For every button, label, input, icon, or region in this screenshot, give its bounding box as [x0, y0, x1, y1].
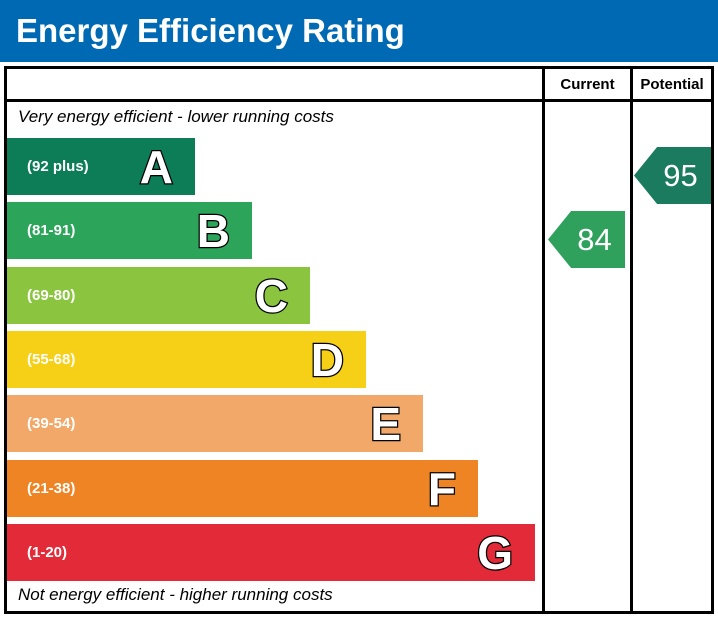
band-letter: G: [476, 526, 514, 579]
band-letter: F: [427, 462, 458, 515]
band-range-label: (81-91): [27, 222, 76, 239]
band-range-label: (1-20): [27, 544, 68, 561]
band-row-F: (21-38) F: [7, 460, 478, 517]
band-letter: A: [139, 140, 175, 193]
band-range-label: (92 plus): [27, 158, 89, 175]
potential-column-divider: [630, 69, 633, 611]
band-letter: C: [254, 269, 290, 322]
title-bar: Energy Efficiency Rating: [0, 0, 718, 62]
current-column-header: Current: [560, 75, 615, 93]
band-letter: B: [196, 204, 232, 257]
header-divider: [7, 99, 711, 102]
potential-rating-arrow: 95: [634, 147, 711, 204]
bottom-note: Not energy efficient - higher running co…: [18, 585, 333, 604]
band-row-G: (1-20) G: [7, 524, 535, 581]
band-range-label: (39-54): [27, 415, 76, 432]
band-row-D: (55-68) D: [7, 331, 366, 388]
band-row-A: (92 plus) A: [7, 138, 195, 195]
band-row-B: (81-91) B: [7, 202, 252, 259]
page-title: Energy Efficiency Rating: [16, 12, 405, 49]
band-letter: D: [310, 333, 346, 386]
potential-column-header: Potential: [640, 75, 704, 93]
current-rating-arrow: 84: [548, 211, 625, 268]
band-range-label: (21-38): [27, 480, 76, 497]
rating-table: Current Potential Very energy efficient …: [4, 66, 714, 614]
band-letter: E: [369, 397, 402, 450]
top-note: Very energy efficient - lower running co…: [18, 107, 334, 126]
band-range-label: (55-68): [27, 351, 76, 368]
band-row-E: (39-54) E: [7, 395, 423, 452]
band-range-label: (69-80): [27, 287, 76, 304]
current-column-divider: [542, 69, 545, 611]
band-row-C: (69-80) C: [7, 267, 310, 324]
